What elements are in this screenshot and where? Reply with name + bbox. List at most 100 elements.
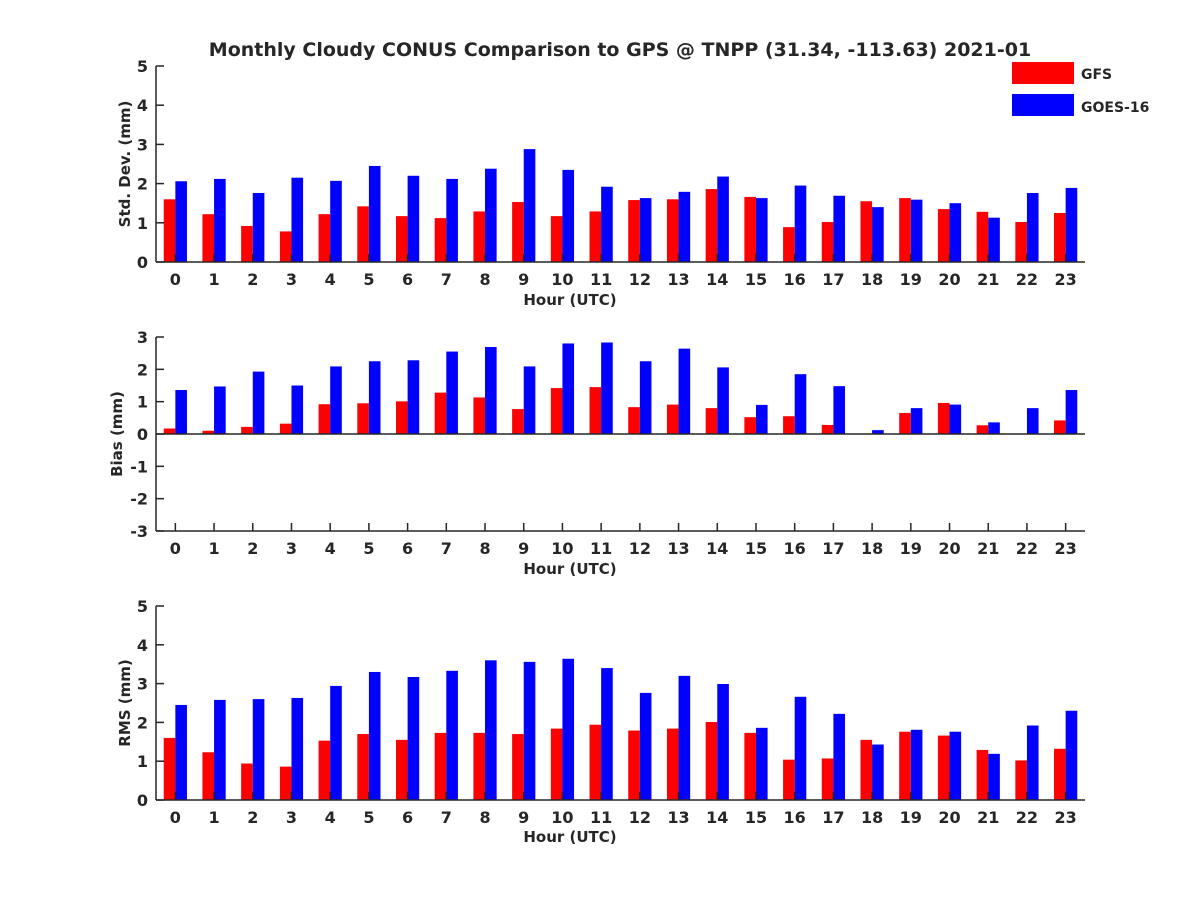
bias-x-tick-label: 19: [900, 539, 922, 558]
rms-bar-goes16-16: [794, 696, 807, 800]
rms-bar-goes16-3: [291, 697, 304, 800]
std-dev-y-tick-label: 3: [137, 135, 148, 154]
std-dev-x-tick-label: 2: [247, 270, 258, 289]
rms-bar-goes16-22: [1026, 725, 1039, 800]
rms-x-tick-label: 16: [784, 808, 806, 827]
std-dev-bar-goes16-22: [1026, 193, 1039, 262]
rms-bar-gfs-19: [899, 731, 911, 800]
std-dev-bar-goes16-13: [678, 191, 691, 262]
bias-x-tick-label: 2: [247, 539, 258, 558]
legend-label-goes16: GOES-16: [1081, 100, 1149, 116]
rms-x-tick-label: 22: [1016, 808, 1038, 827]
std-dev-x-tick-label: 7: [441, 270, 452, 289]
rms-bar-goes16-17: [833, 713, 846, 800]
std-dev-bar-gfs-13: [666, 199, 679, 262]
bias-x-tick-label: 12: [629, 539, 651, 558]
rms-y-tick-label: 4: [137, 636, 148, 655]
std-dev-bar-gfs-11: [589, 211, 602, 262]
std-dev-x-tick-label: 11: [590, 270, 612, 289]
std-dev-x-tick-label: 10: [551, 270, 573, 289]
bias-y-tick-label: -3: [130, 522, 148, 541]
std-dev-x-tick-label: 20: [938, 270, 960, 289]
rms-x-tick-label: 8: [479, 808, 490, 827]
std-dev-bar-goes16-19: [910, 199, 923, 262]
bias-bar-goes16-21: [988, 422, 1000, 434]
rms-x-tick-label: 10: [551, 808, 573, 827]
bias-bar-gfs-6: [395, 401, 408, 434]
std-dev-bar-gfs-16: [783, 227, 795, 262]
rms-x-tick-label: 15: [745, 808, 767, 827]
rms-bar-gfs-12: [628, 730, 640, 800]
bias-x-tick-label: 11: [590, 539, 612, 558]
std-dev-y-tick-label: 5: [137, 57, 148, 76]
std-dev-bar-gfs-19: [899, 198, 911, 262]
std-dev-bar-goes16-17: [833, 195, 846, 262]
bias-bar-goes16-10: [562, 343, 575, 434]
rms-x-tick-label: 20: [938, 808, 960, 827]
std-dev-bar-gfs-3: [279, 231, 292, 262]
legend: GFS GOES-16: [1012, 62, 1149, 116]
bias-x-tick-label: 1: [208, 539, 219, 558]
rms-y-tick-label: 0: [137, 791, 148, 810]
std-dev-y-tick-label: 4: [137, 96, 148, 115]
std-dev-bar-goes16-9: [523, 149, 536, 262]
std-dev-x-tick-label: 12: [629, 270, 651, 289]
bias-bar-goes16-20: [949, 404, 962, 434]
rms-bar-goes16-18: [872, 744, 884, 800]
rms-x-tick-label: 14: [706, 808, 728, 827]
rms-bar-goes16-19: [910, 729, 923, 800]
std-dev-bar-gfs-10: [550, 216, 563, 262]
rms-bar-gfs-23: [1054, 748, 1066, 800]
chart-title: Monthly Cloudy CONUS Comparison to GPS @…: [209, 39, 1031, 61]
bias-bar-gfs-23: [1054, 420, 1066, 434]
bias-y-tick-label: 3: [137, 328, 148, 347]
rms-bar-goes16-15: [755, 727, 768, 800]
rms-bar-gfs-10: [550, 728, 563, 800]
std-dev-bar-gfs-18: [860, 201, 873, 262]
rms-y-tick-label: 3: [137, 675, 148, 694]
std-dev-y-axis-label: Std. Dev. (mm): [116, 101, 134, 228]
rms-bar-gfs-3: [279, 766, 292, 800]
bias-y-tick-label: 2: [137, 360, 148, 379]
rms-bar-gfs-5: [357, 734, 369, 800]
rms-bar-goes16-13: [678, 675, 691, 800]
rms-x-tick-label: 2: [247, 808, 258, 827]
bias-bar-goes16-7: [446, 351, 458, 434]
std-dev-x-tick-label: 16: [784, 270, 806, 289]
std-dev-bar-gfs-2: [241, 225, 253, 262]
bias-bar-gfs-19: [899, 412, 911, 434]
std-dev-bar-gfs-15: [744, 196, 756, 262]
rms-bar-goes16-21: [988, 753, 1000, 800]
rms-x-tick-label: 21: [977, 808, 999, 827]
rms-bar-goes16-12: [639, 692, 652, 800]
std-dev-bars: [163, 149, 1078, 262]
rms-x-tick-label: 12: [629, 808, 651, 827]
rms-bar-gfs-9: [512, 734, 524, 800]
rms-x-tick-label: 6: [402, 808, 413, 827]
bias-x-tick-label: 3: [286, 539, 297, 558]
bias-bar-goes16-8: [485, 347, 497, 434]
rms-x-tick-label: 0: [170, 808, 181, 827]
bias-x-tick-label: 23: [1055, 539, 1077, 558]
std-dev-y-tick-label: 2: [137, 175, 148, 194]
std-dev-bar-goes16-18: [872, 207, 884, 262]
rms-bar-gfs-14: [705, 722, 718, 800]
rms-bar-goes16-4: [330, 685, 342, 800]
std-dev-bar-gfs-8: [473, 211, 486, 262]
rms-bar-gfs-7: [434, 732, 447, 800]
bias-bar-goes16-18: [872, 430, 884, 434]
rms-bar-gfs-0: [163, 737, 176, 800]
bias-y-tick-label: -2: [130, 490, 148, 509]
std-dev-bar-gfs-22: [1015, 222, 1027, 262]
rms-x-tick-label: 23: [1055, 808, 1077, 827]
legend-swatch-goes16: [1012, 94, 1074, 116]
bias-bar-goes16-15: [755, 404, 768, 434]
std-dev-bar-goes16-1: [214, 178, 226, 262]
std-dev-bar-goes16-0: [175, 181, 187, 262]
std-dev-bar-goes16-15: [755, 198, 768, 262]
bias-bar-gfs-21: [976, 425, 989, 434]
